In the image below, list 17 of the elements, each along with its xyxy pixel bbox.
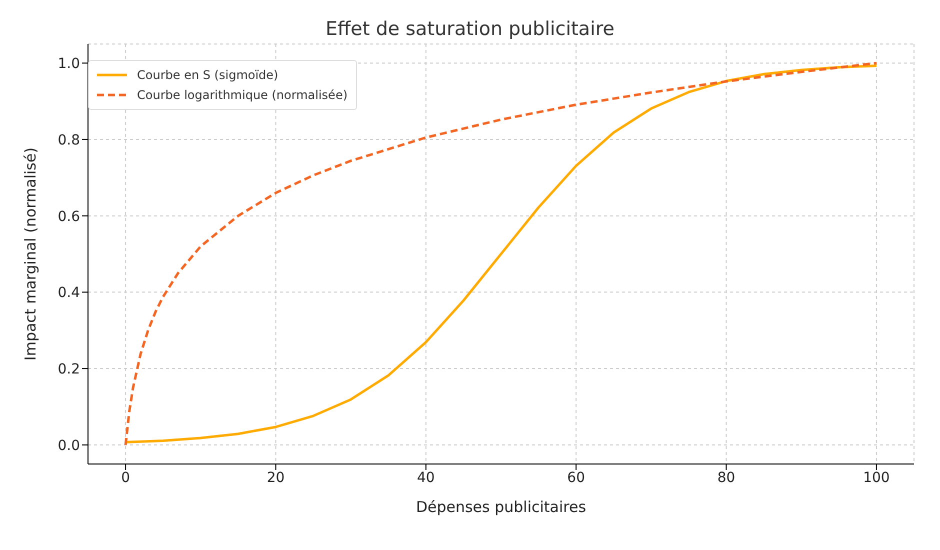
y-tick-label: 0.8 [58, 132, 80, 148]
y-tick-label: 0.6 [58, 208, 80, 225]
y-tick-label: 0.2 [58, 362, 80, 378]
y-axis-title: Impact marginal (normalisé) [21, 147, 40, 361]
x-axis-title: Dépenses publicitaires [416, 498, 586, 516]
y-tick-label: 0.0 [58, 438, 80, 454]
x-tick-label: 20 [266, 470, 285, 486]
y-tick-label: 1.0 [58, 56, 80, 72]
x-tick-label: 0 [121, 470, 130, 486]
x-tick-label: 60 [567, 470, 586, 486]
legend-label: Courbe en S (sigmoïde) [137, 68, 278, 82]
legend-label: Courbe logarithmique (normalisée) [137, 88, 348, 102]
chart-title: Effet de saturation publicitaire [324, 18, 616, 40]
x-tick-label: 40 [416, 470, 435, 486]
x-tick-label: 100 [863, 470, 890, 486]
x-tick-label: 80 [717, 470, 736, 486]
y-tick-label: 0.4 [58, 285, 80, 302]
